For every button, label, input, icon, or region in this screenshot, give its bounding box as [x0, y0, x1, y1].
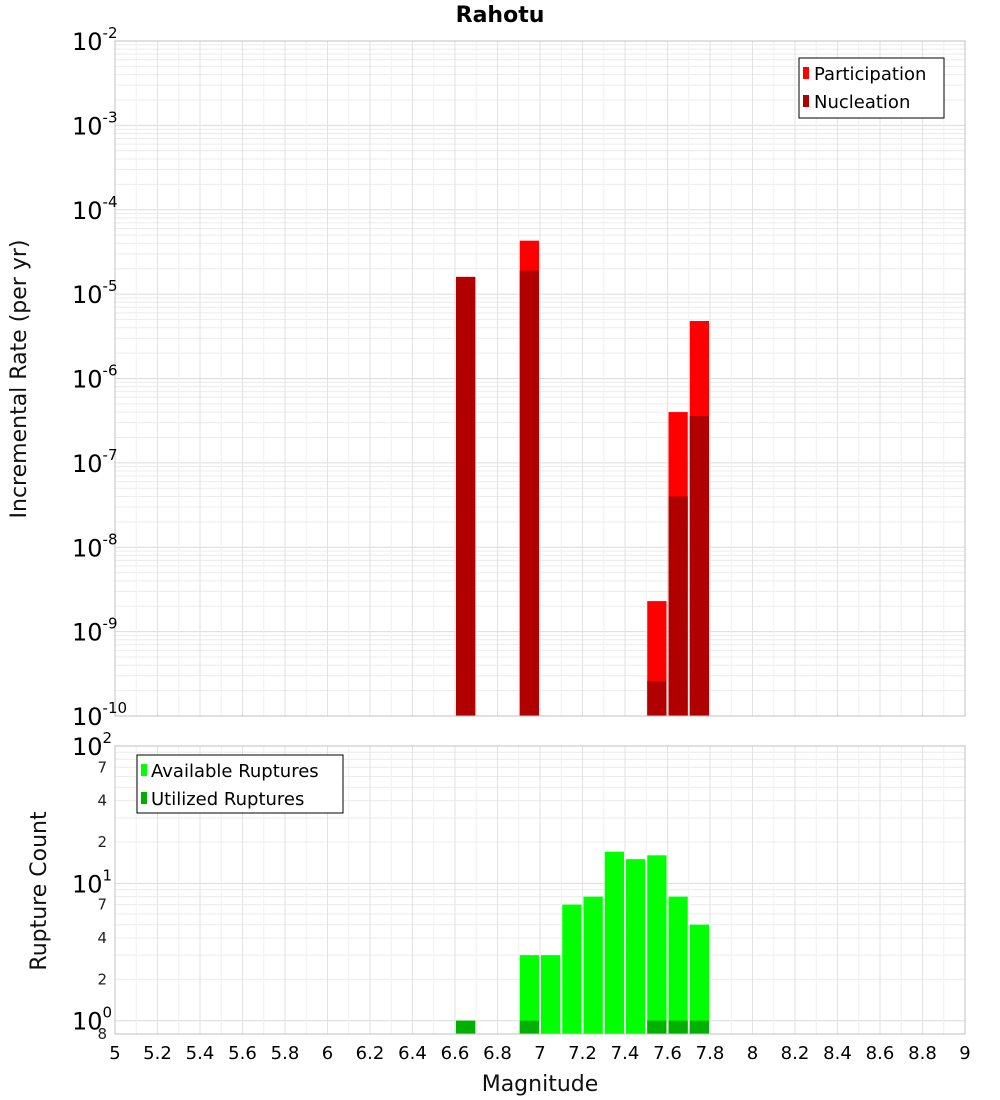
x-tick-label: 7.4	[611, 1043, 640, 1064]
legend-label-available: Available Ruptures	[151, 761, 319, 782]
x-tick-label: 5	[109, 1043, 120, 1064]
available-ruptures-bar	[541, 955, 561, 1034]
x-tick-label: 7.8	[696, 1043, 725, 1064]
utilized-ruptures-bar	[519, 1020, 539, 1034]
top-legend: Participation Nucleation	[798, 57, 945, 119]
x-tick-label: 6	[322, 1043, 333, 1064]
x-tick-label: 5.6	[228, 1043, 257, 1064]
x-tick-label: 6.2	[356, 1043, 385, 1064]
top-y-tick-labels: 10-2 10-3 10-4 10-5 10-6 10-7 10-8 10-9 10-10	[72, 24, 127, 731]
x-tick-label: 6.6	[441, 1043, 470, 1064]
x-tick-label: 9	[959, 1043, 970, 1064]
nucleation-bar	[456, 276, 476, 716]
legend-swatch-participation	[803, 67, 809, 79]
top-y-tick-label: 10-4	[72, 193, 118, 225]
x-tick-label: 6.8	[483, 1043, 512, 1064]
legend-label-nucleation: Nucleation	[814, 92, 910, 113]
available-ruptures-bar	[689, 924, 709, 1034]
x-tick-label: 8.2	[781, 1043, 810, 1064]
x-tick-label: 7.6	[653, 1043, 682, 1064]
utilized-ruptures-bar	[689, 1020, 709, 1034]
bottom-y-tick-label: 102	[72, 729, 112, 761]
bottom-y-axis-label: Rupture Count	[27, 811, 52, 971]
available-ruptures-bar	[626, 859, 646, 1034]
top-y-tick-label: 10-7	[72, 446, 118, 478]
legend-swatch-utilized	[141, 792, 147, 804]
bottom-y-tick-labels: 102 101 100 7 4 2 7 4 2 8	[72, 729, 112, 1043]
available-ruptures-bar	[668, 896, 688, 1034]
x-tick-label: 8.6	[866, 1043, 895, 1064]
x-tick-label: 6.4	[398, 1043, 427, 1064]
nucleation-bar	[689, 415, 709, 716]
x-tick-label: 5.4	[186, 1043, 215, 1064]
x-tick-label: 8	[747, 1043, 758, 1064]
bottom-legend-box	[136, 754, 344, 814]
bottom-y-minor-tick-label: 7	[97, 758, 107, 776]
x-tick-label: 7	[534, 1043, 545, 1064]
nucleation-bar	[668, 496, 688, 716]
utilized-ruptures-bar	[647, 1020, 667, 1034]
x-tick-label: 8.8	[908, 1043, 937, 1064]
available-ruptures-bar	[604, 851, 624, 1034]
top-bars	[456, 240, 709, 717]
top-legend-box	[798, 57, 945, 119]
top-y-tick-label: 10-6	[72, 362, 118, 394]
x-axis-label: Magnitude	[482, 1072, 599, 1097]
top-gridlines	[114, 41, 966, 717]
top-y-tick-label: 10-2	[72, 24, 118, 56]
x-tick-label: 5.8	[271, 1043, 300, 1064]
top-y-tick-label: 10-3	[72, 108, 118, 140]
x-tick-label: 8.4	[823, 1043, 852, 1064]
legend-swatch-available	[141, 764, 147, 776]
available-ruptures-bar	[519, 955, 539, 1034]
bottom-plot-frame	[114, 745, 966, 1035]
nucleation-bar	[647, 680, 667, 716]
bottom-y-minor-tick-label: 4	[97, 792, 107, 810]
x-tick-labels: 5 5.2 5.4 5.6 5.8 6 6.2 6.4 6.6 6.8 7 7.2 7.4 7.6 7.8 8…	[109, 1043, 970, 1064]
chart-title: Rahotu	[456, 3, 545, 28]
utilized-ruptures-bar	[456, 1020, 476, 1034]
nucleation-bar	[519, 270, 539, 716]
legend-label-utilized: Utilized Ruptures	[151, 789, 304, 810]
top-y-tick-label: 10-8	[72, 530, 118, 562]
bottom-y-minor-tick-label: 8	[97, 1025, 107, 1043]
top-y-tick-label: 10-5	[72, 277, 118, 309]
bottom-y-minor-tick-label: 7	[97, 896, 107, 914]
utilized-ruptures-bar	[668, 1020, 688, 1034]
available-ruptures-bar	[583, 896, 603, 1034]
top-y-tick-label: 10-10	[72, 699, 127, 731]
bottom-y-minor-tick-label: 2	[97, 833, 107, 851]
bottom-bars	[456, 851, 709, 1034]
bottom-y-tick-label: 100	[72, 1004, 112, 1036]
top-y-axis-label: Incremental Rate (per yr)	[7, 240, 32, 519]
legend-swatch-nucleation	[803, 95, 809, 107]
top-y-tick-label: 10-9	[72, 615, 118, 647]
bottom-y-tick-label: 101	[72, 866, 112, 898]
top-plot-frame	[114, 40, 966, 717]
bottom-legend: Available Ruptures Utilized Ruptures	[136, 754, 344, 814]
x-tick-label: 7.2	[568, 1043, 597, 1064]
bottom-y-minor-tick-label: 2	[97, 970, 107, 988]
available-ruptures-bar	[647, 855, 667, 1034]
bottom-y-minor-tick-label: 4	[97, 929, 107, 947]
x-tick-label: 5.2	[143, 1043, 172, 1064]
available-ruptures-bar	[562, 904, 582, 1034]
legend-label-participation: Participation	[814, 64, 926, 85]
